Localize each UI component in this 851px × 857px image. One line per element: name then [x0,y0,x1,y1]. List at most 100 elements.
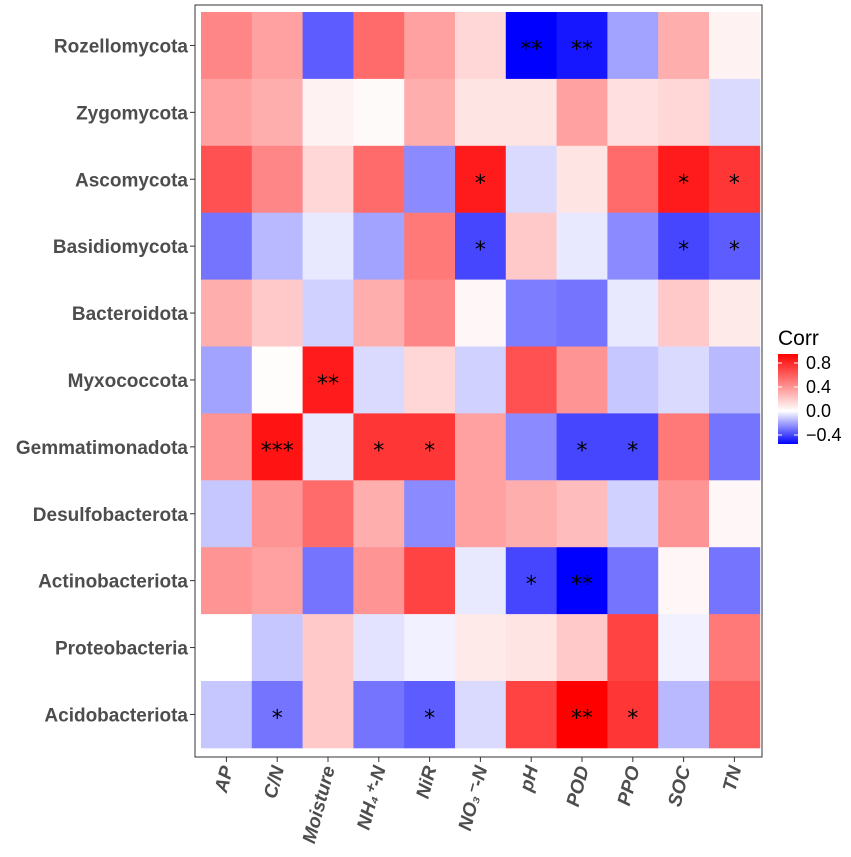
heatmap-cell [607,12,659,80]
heatmap-cell [251,78,303,147]
significance-mark: * [424,706,435,731]
significance-mark: ** [571,573,593,598]
x-tick-label: TN [719,763,746,794]
heatmap-cell [404,413,456,481]
y-tick-label: Actinobacteriota [38,572,188,593]
heatmap-cell [556,78,608,147]
heatmap-cell [505,145,557,214]
legend-tick-label: 0.4 [806,377,831,397]
significance-mark: ** [571,37,593,62]
heatmap-cell [607,346,659,414]
heatmap-cell [709,279,761,347]
heatmap-cell [455,547,507,615]
y-tick-label: Rozellomycota [54,36,189,57]
legend-tick-label: 0.8 [806,353,831,373]
heatmap-cell [709,480,761,548]
heatmap-cell [505,480,557,548]
x-tick-label: pH [516,763,543,795]
y-axis: Rozellomycota Zygomycota Ascomycota Basidio… [16,36,195,726]
heatmap-cell [607,614,659,682]
heatmap-cell [556,547,608,615]
significance-mark: * [678,238,689,263]
heatmap-cell [658,12,710,80]
heatmap-cell [302,145,354,214]
heatmap-cell [302,212,354,280]
heatmap-cell [404,12,456,80]
heatmap-cell [709,12,761,80]
heatmap-cell [404,681,456,749]
heatmap-cell [658,279,710,347]
heatmap-cell [404,614,456,682]
heatmap-cell [658,413,710,481]
heatmap-cell [353,614,405,682]
y-tick-label: Gemmatimonadota [16,438,189,459]
heatmap-cell [302,413,354,481]
x-tick-label: PPO [614,764,645,808]
heatmap-cell [709,547,761,615]
y-tick-label: Zygomycota [76,103,188,124]
significance-mark: * [272,706,283,731]
heatmap-cell [251,681,303,749]
legend-title: Corr [778,327,819,350]
y-tick-label: Myxococcota [68,371,189,392]
heatmap-cell [709,212,761,280]
heatmap-cell [505,78,557,147]
heatmap-cell [201,547,253,615]
legend-colorbar [778,354,798,444]
heatmap-cell [607,145,659,214]
significance-mark: * [475,238,486,263]
heatmap-cell [607,413,659,481]
heatmap-cell [251,212,303,280]
heatmap-cell [455,145,507,214]
heatmap-cell [404,279,456,347]
heatmap-cell [455,413,507,481]
heatmap-cell [505,12,557,80]
heatmap-cells [201,12,761,749]
heatmap-cell [353,12,405,80]
heatmap-cell [201,681,253,749]
heatmap-cell [353,346,405,414]
heatmap-cell [353,145,405,214]
heatmap-cell [302,547,354,615]
heatmap-cell [302,480,354,548]
heatmap-cell [251,480,303,548]
x-tick-label: NH₄⁺-N [353,763,390,833]
heatmap-cell [201,413,253,481]
heatmap-cell [505,547,557,615]
heatmap-cell [404,346,456,414]
heatmap-cell [251,12,303,80]
heatmap-cell [709,346,761,414]
heatmap-cell [201,480,253,548]
heatmap-cell [505,681,557,749]
heatmap-cell [607,547,659,615]
significance-marks: ** *** * ** * ****** * * * ** *** * ** * [261,37,740,731]
y-tick-label: Acidobacteriota [44,705,188,726]
heatmap-cell [302,346,354,414]
heatmap-cell [658,212,710,280]
heatmap-cell [455,480,507,548]
heatmap-cell [201,78,253,147]
heatmap-cell [556,212,608,280]
significance-mark: * [475,171,486,196]
heatmap-cell [607,78,659,147]
heatmap-cell [201,12,253,80]
heatmap-cell [658,145,710,214]
y-tick-label: Proteobacteria [55,639,188,660]
heatmap-cell [607,212,659,280]
plot-border [194,4,763,758]
significance-mark: * [424,439,435,464]
heatmap-cell [455,12,507,80]
legend-tick-label: −0.4 [806,425,842,445]
heatmap-cell [556,614,608,682]
significance-mark: * [577,439,588,464]
heatmap-cell [556,413,608,481]
heatmap-cell [302,78,354,147]
significance-mark: * [373,439,384,464]
heatmap-cell [302,12,354,80]
y-tick-label: Basidiomycota [53,237,189,258]
heatmap-cell [658,346,710,414]
heatmap-cell [251,413,303,481]
heatmap-cell [455,681,507,749]
heatmap-cell [353,279,405,347]
